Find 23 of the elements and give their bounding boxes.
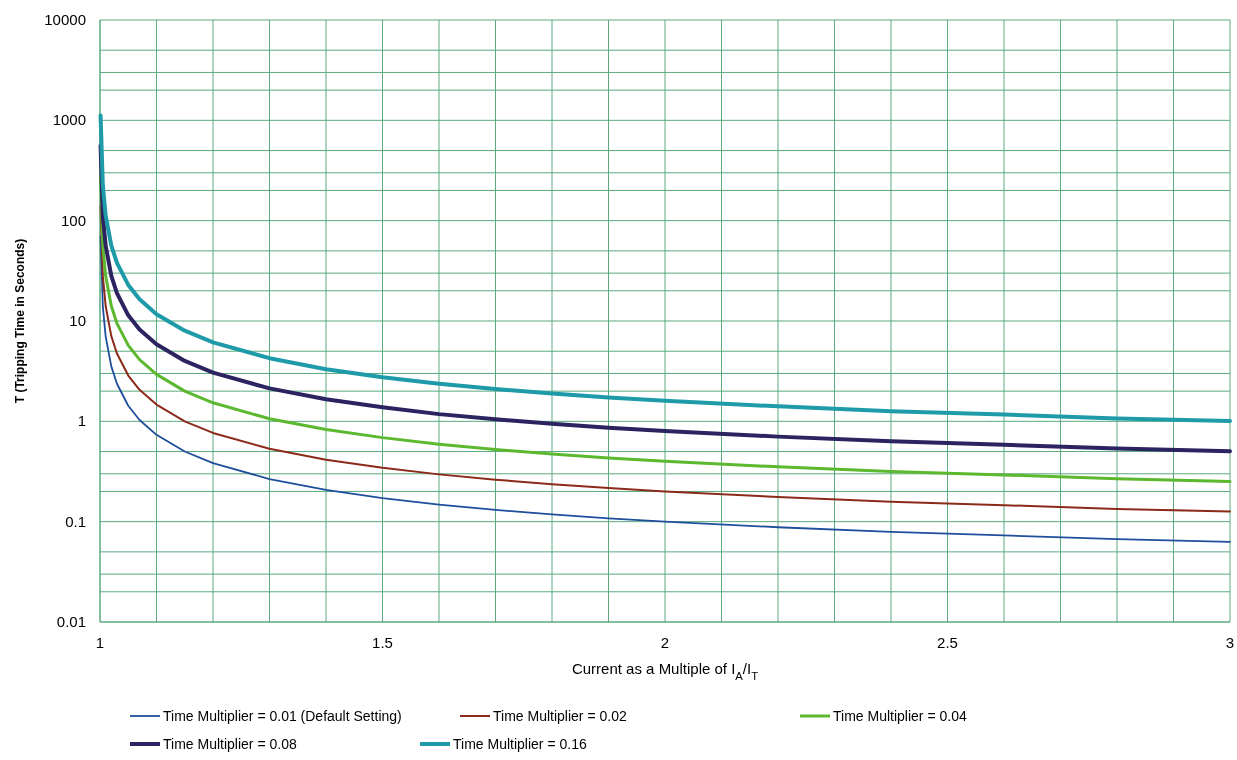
x-tick-label: 3	[1225, 634, 1235, 651]
legend-label: Time Multiplier = 0.01 (Default Setting)	[163, 708, 402, 724]
x-axis-title: Current as a Multiple of I$_{A}$/I$_{T}$	[571, 660, 759, 682]
line-series	[99, 235, 1231, 543]
y-tick-label: 1	[77, 412, 86, 430]
y-tick-label: 0.1	[65, 512, 86, 530]
legend-label: Time Multiplier = 0.02	[493, 708, 627, 724]
x-tick-label: 2	[660, 634, 670, 651]
y-tick-label: 100	[60, 211, 86, 229]
x-tick-label: 1	[95, 634, 105, 651]
y-tick-label: 1000	[52, 111, 86, 129]
x-tick-label: 2.5	[937, 634, 958, 651]
legend-label: Time Multiplier = 0.08	[163, 736, 297, 752]
y-axis-title: T (Tripping Time in Seconds)	[13, 238, 27, 404]
y-tick-label: 0.01	[56, 613, 86, 630]
line-series	[99, 174, 1232, 483]
y-tick-label: 10	[69, 312, 86, 329]
legend-label: Time Multiplier = 0.04	[833, 708, 967, 724]
legend-label: Time Multiplier = 0.16	[453, 736, 587, 752]
line-series	[98, 143, 1232, 454]
x-tick-label: 1.5	[372, 634, 393, 651]
y-tick-label: 10000	[44, 11, 86, 28]
line-series	[98, 113, 1232, 423]
